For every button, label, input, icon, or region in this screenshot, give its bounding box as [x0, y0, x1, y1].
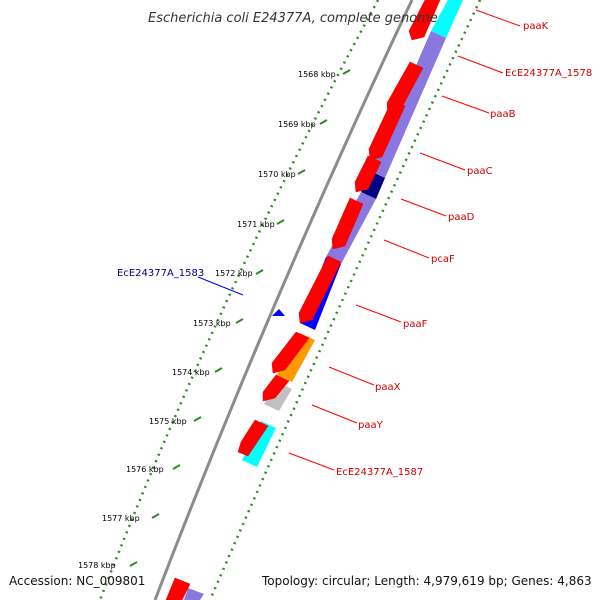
tick-1577: 1577 kbp [102, 513, 160, 523]
leader-paaf [355, 304, 402, 323]
leader-ece24377a-1583 [197, 276, 244, 296]
leader-paak [475, 9, 521, 27]
tick-label-1577: 1577 kbp [102, 514, 140, 523]
tick-label-1573: 1573 kbp [193, 319, 231, 328]
genome-backbone [153, 0, 414, 600]
cds-arrow [331, 197, 364, 250]
gene-label-ece24377a-1583: EcE24377A_1583 [117, 268, 204, 279]
gene-label-paax: paaX [375, 382, 401, 393]
map-title: Escherichia coli E24377A, complete genom… [148, 11, 438, 26]
tick-label-1574: 1574 kbp [172, 368, 210, 377]
tick-mark-1577 [151, 513, 160, 519]
accession-text: Accession: NC_009801 [9, 574, 146, 588]
leader-paad [400, 198, 447, 217]
gene-labels-right: paaK EcE24377A_1578 paaB paaC paaD pcaF … [288, 9, 592, 478]
tick-mark-1571 [276, 219, 285, 225]
tick-mark-1570 [297, 169, 306, 175]
tick-ring-outer [98, 0, 380, 600]
cog-segment [264, 382, 292, 411]
leader-paax [328, 366, 375, 386]
tick-label-1576: 1576 kbp [126, 465, 164, 474]
cog-segment [184, 588, 204, 600]
tick-label-1570: 1570 kbp [258, 170, 296, 179]
tick-1575: 1575 kbp [149, 416, 202, 426]
tick-labels: 1568 kbp 1569 kbp 1570 kbp 1571 kbp 1572… [78, 69, 351, 570]
gene-labels-left: EcE24377A_1583 [117, 268, 244, 296]
gene-label-paay: paaY [358, 420, 384, 431]
tick-label-1571: 1571 kbp [237, 220, 275, 229]
gene-label-paak: paaK [523, 21, 549, 32]
tick-ring-inner [208, 0, 482, 600]
leader-paab [441, 95, 490, 114]
tick-mark-1574 [214, 367, 223, 373]
tick-1576: 1576 kbp [126, 464, 181, 474]
cds-arrow [271, 331, 310, 374]
topology-text: Topology: circular; Length: 4,979,619 bp… [262, 574, 592, 588]
tick-1573: 1573 kbp [193, 318, 244, 328]
cds-arrow [298, 255, 342, 324]
gene-label-paaf: paaF [403, 319, 428, 330]
tick-1568: 1568 kbp [298, 69, 351, 79]
gene-label-paab: paaB [490, 109, 516, 120]
cds-ring [165, 0, 441, 600]
tick-label-1572: 1572 kbp [215, 269, 253, 278]
tick-mark-1578 [129, 561, 138, 567]
gene-label-paac: paaC [467, 166, 493, 177]
tick-1574: 1574 kbp [172, 367, 223, 377]
gene-label-ece24377a-1587: EcE24377A_1587 [336, 467, 423, 478]
leader-ece24377a-1587 [288, 452, 335, 471]
cds-arrow [165, 577, 191, 600]
gene-label-pcaf: pcaF [431, 254, 455, 265]
tick-1570: 1570 kbp [258, 169, 306, 179]
cds-arrow [262, 374, 290, 402]
tick-label-1568: 1568 kbp [298, 70, 336, 79]
tick-mark-1573 [235, 318, 244, 324]
cog-segment [431, 0, 463, 38]
cds-arrow [368, 99, 406, 161]
gene-marker-ece24377a-1583 [272, 309, 285, 316]
gene-label-paad: paaD [448, 212, 475, 223]
tick-mark-1576 [172, 464, 181, 470]
tick-1578: 1578 kbp [78, 561, 138, 570]
cog-segment [242, 421, 276, 467]
tick-1569: 1569 kbp [278, 119, 328, 129]
tick-label-1578: 1578 kbp [78, 561, 116, 570]
leader-pcaf [383, 239, 430, 259]
leader-paac [419, 152, 466, 171]
tick-label-1569: 1569 kbp [278, 120, 316, 129]
tick-mark-1572 [255, 269, 264, 275]
leader-ece24377a-1578 [457, 55, 504, 74]
tick-mark-1575 [193, 416, 202, 422]
tick-1572: 1572 kbp [215, 269, 264, 278]
leader-paay [311, 404, 358, 424]
tick-mark-1568 [342, 69, 351, 75]
cog-segment [277, 333, 315, 382]
cds-arrow [237, 419, 269, 457]
tick-label-1575: 1575 kbp [149, 417, 187, 426]
cds-arrow [354, 155, 382, 193]
gene-label-ece24377a-1578: EcE24377A_1578 [505, 68, 592, 79]
tick-mark-1569 [319, 119, 328, 125]
tick-1571: 1571 kbp [237, 219, 285, 229]
cds-arrow [408, 0, 441, 41]
